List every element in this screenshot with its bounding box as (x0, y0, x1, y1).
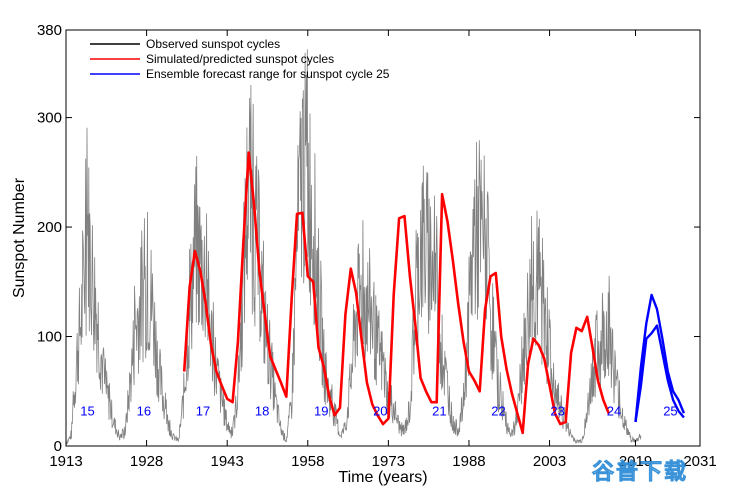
x-axis-ticks: 1913 1928 1943 1958 1973 1988 2003 2019 2031 (49, 30, 717, 470)
y-axis-label: Sunspot Number (11, 177, 28, 298)
cycle-label: 24 (607, 403, 621, 418)
y-axis-ticks: 0 100 200 300 380 (37, 22, 700, 455)
cycle-label: 22 (491, 403, 505, 418)
x-tick-label: 1988 (452, 453, 485, 470)
watermark-text: 谷普下载 (592, 459, 688, 485)
y-tick-label: 200 (37, 219, 62, 236)
cycle-label: 15 (80, 403, 94, 418)
simulated-series (182, 151, 610, 435)
x-tick-label: 2031 (683, 453, 716, 470)
cycle-label: 21 (432, 403, 446, 418)
y-tick-label: 380 (37, 22, 62, 39)
forecast-series (634, 293, 686, 423)
simulated-line (182, 151, 610, 435)
x-tick-label: 1973 (372, 453, 405, 470)
x-tick-label: 1913 (49, 453, 82, 470)
x-tick-label: 1943 (210, 453, 243, 470)
forecast-upper-line (634, 293, 686, 423)
observed-series (65, 49, 642, 445)
x-axis-label: Time (years) (338, 469, 427, 486)
observed-line (65, 49, 642, 445)
watermark-logo: 谷普下载 (592, 459, 688, 486)
legend: Observed sunspot cycles Simulated/predic… (90, 37, 390, 81)
cycle-label: 25 (663, 403, 677, 418)
legend-label-simulated: Simulated/predicted sunspot cycles (146, 52, 334, 66)
cycle-label: 23 (550, 403, 564, 418)
cycle-label: 16 (137, 403, 151, 418)
y-tick-label: 300 (37, 110, 62, 127)
legend-label-forecast: Ensemble forecast range for sunspot cycl… (146, 67, 390, 81)
x-tick-label: 1958 (291, 453, 324, 470)
x-tick-label: 1928 (130, 453, 163, 470)
legend-label-observed: Observed sunspot cycles (146, 37, 280, 51)
y-tick-label: 0 (54, 438, 62, 455)
x-tick-label: 2003 (533, 453, 566, 470)
cycle-labels: 15 16 17 18 19 20 21 22 23 24 25 (80, 403, 677, 418)
x-tick-label: 2019 (619, 453, 652, 470)
cycle-label: 20 (373, 403, 387, 418)
cycle-label: 18 (255, 403, 269, 418)
y-tick-label: 100 (37, 329, 62, 346)
forecast-lower-line (634, 324, 685, 423)
cycle-label: 17 (196, 403, 210, 418)
cycle-label: 19 (314, 403, 328, 418)
